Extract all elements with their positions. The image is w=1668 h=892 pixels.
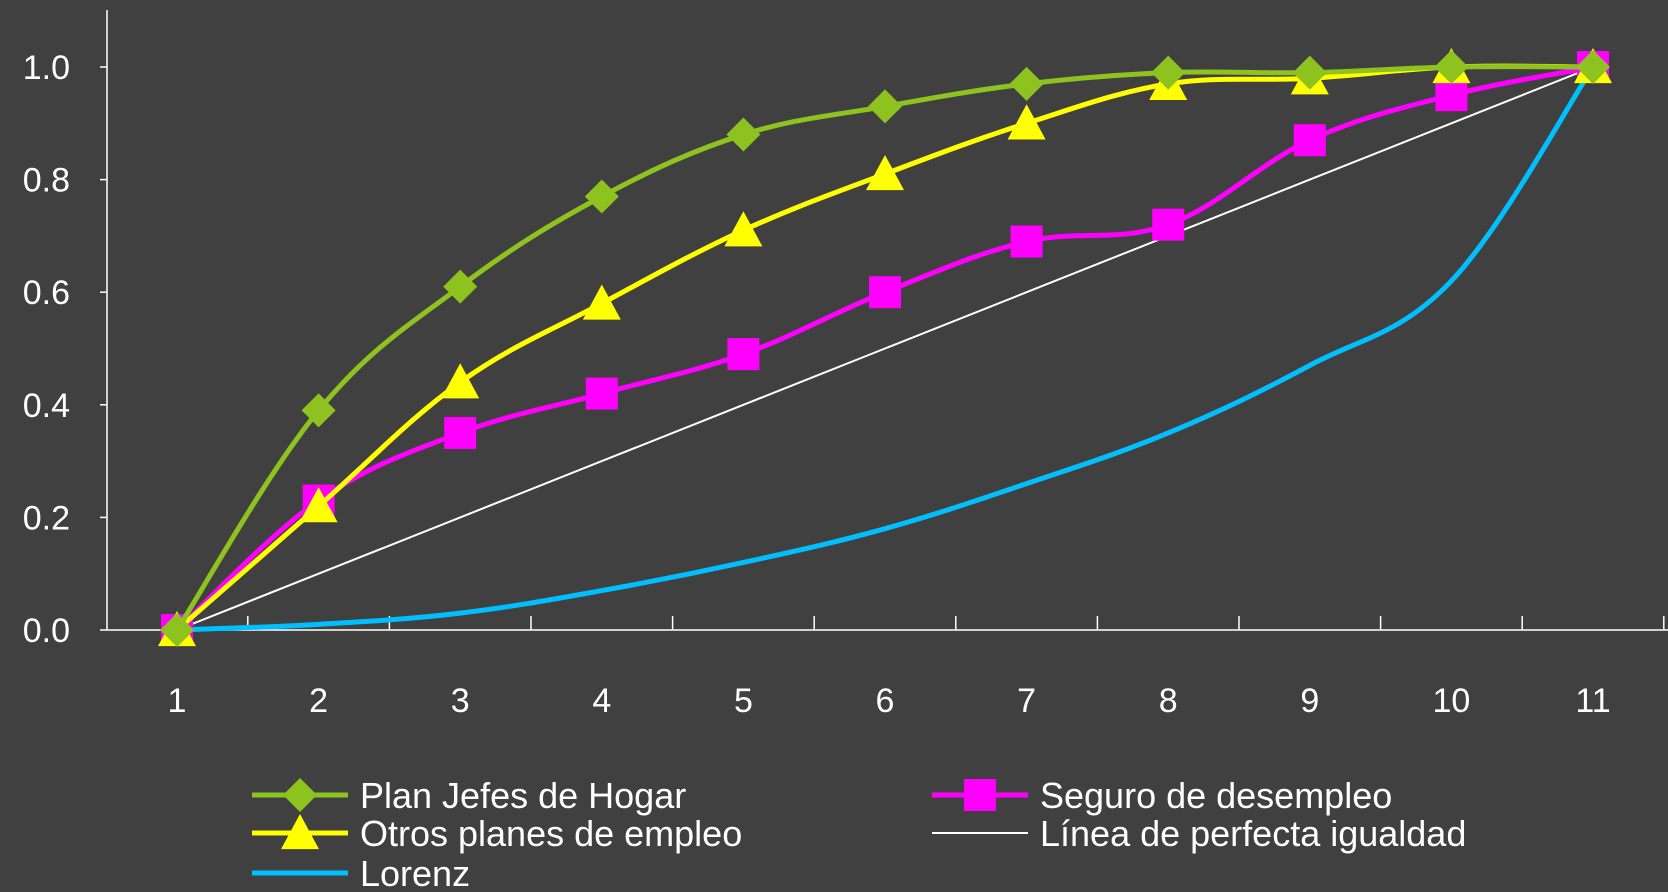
series-layer	[158, 48, 1612, 647]
x-tick-label: 1	[168, 682, 187, 720]
axes: 0.0 0.2 0.4 0.6 0.8 1.0 1 2 3 4 5 6 7 8 9 10 11	[23, 10, 1668, 720]
x-tick-label: 5	[734, 682, 753, 720]
data-point-otros-planes-de-empleo	[299, 487, 338, 523]
legend-item-linea-de-perfecta-igualdad: Línea de perfecta igualdad	[932, 813, 1466, 854]
series-line-lorenz	[174, 64, 1596, 633]
legend-label: Seguro de desempleo	[1040, 775, 1392, 816]
x-tick-label: 3	[451, 682, 470, 720]
series-line-linea-de-perfecta-igualdad	[176, 66, 1594, 631]
data-point-seguro-de-desempleo	[1435, 79, 1468, 112]
data-point-plan-jefes-de-hogar	[584, 179, 619, 214]
legend-marker	[283, 778, 317, 812]
data-point-plan-jefes-de-hogar	[1151, 55, 1186, 90]
y-tick-label: 1.0	[23, 49, 70, 87]
data-point-otros-planes-de-empleo	[441, 363, 480, 399]
x-tick-label: 8	[1159, 682, 1178, 720]
data-point-seguro-de-desempleo	[727, 338, 760, 371]
series-line-plan-jefes-de-hogar	[174, 64, 1596, 633]
data-point-plan-jefes-de-hogar	[868, 89, 902, 124]
legend-label: Línea de perfecta igualdad	[1040, 813, 1466, 854]
legend-item-lorenz: Lorenz	[252, 853, 470, 892]
y-tick-label: 0.2	[23, 499, 70, 537]
legend-item-seguro-de-desempleo: Seguro de desempleo	[932, 775, 1392, 816]
x-tick-label: 7	[1017, 682, 1036, 720]
x-tick-label: 2	[309, 682, 328, 720]
y-tick-label: 0.8	[23, 162, 70, 200]
x-tick-label: 9	[1300, 682, 1319, 720]
y-tick-label: 0.0	[23, 612, 70, 650]
series-lorenz	[174, 64, 1596, 633]
data-point-plan-jefes-de-hogar	[726, 117, 761, 152]
data-point-seguro-de-desempleo	[869, 276, 901, 309]
series-otros-planes-de-empleo	[158, 48, 1612, 647]
legend-marker	[281, 814, 319, 850]
data-point-seguro-de-desempleo	[585, 377, 618, 410]
legend-item-otros-planes-de-empleo: Otros planes de empleo	[252, 813, 742, 854]
x-tick-label: 4	[592, 682, 611, 720]
legend-marker	[964, 779, 996, 811]
x-tick-label: 11	[1575, 682, 1610, 720]
data-point-otros-planes-de-empleo	[582, 284, 621, 320]
legend-item-plan-jefes-de-hogar: Plan Jefes de Hogar	[252, 775, 686, 816]
data-point-seguro-de-desempleo	[444, 416, 477, 449]
series-plan-jefes-de-hogar	[160, 50, 1610, 647]
legend: Plan Jefes de Hogar Seguro de desempleo Ot…	[252, 775, 1466, 892]
data-point-seguro-de-desempleo	[1010, 225, 1043, 258]
data-point-seguro-de-desempleo	[1293, 124, 1326, 157]
data-point-plan-jefes-de-hogar	[443, 269, 478, 304]
data-point-plan-jefes-de-hogar	[1292, 55, 1327, 90]
legend-label: Lorenz	[360, 853, 470, 892]
data-point-plan-jefes-de-hogar	[1576, 50, 1610, 84]
y-tick-label: 0.6	[23, 274, 70, 312]
series-linea-de-perfecta-igualdad	[176, 66, 1594, 631]
data-point-otros-planes-de-empleo	[724, 211, 763, 247]
data-point-plan-jefes-de-hogar	[1434, 50, 1469, 84]
data-point-otros-planes-de-empleo	[1007, 104, 1046, 140]
x-tick-label: 10	[1432, 682, 1470, 720]
y-tick-label: 0.4	[23, 387, 70, 425]
series-line-otros-planes-de-empleo	[174, 63, 1596, 633]
data-point-otros-planes-de-empleo	[866, 154, 904, 191]
series-seguro-de-desempleo	[161, 51, 1609, 646]
x-tick-label: 6	[876, 682, 895, 720]
data-point-plan-jefes-de-hogar	[160, 613, 194, 647]
data-point-seguro-de-desempleo	[1152, 208, 1185, 241]
data-point-plan-jefes-de-hogar	[301, 393, 336, 428]
legend-label: Otros planes de empleo	[360, 813, 742, 854]
legend-label: Plan Jefes de Hogar	[360, 775, 686, 816]
data-point-plan-jefes-de-hogar	[1009, 66, 1044, 101]
